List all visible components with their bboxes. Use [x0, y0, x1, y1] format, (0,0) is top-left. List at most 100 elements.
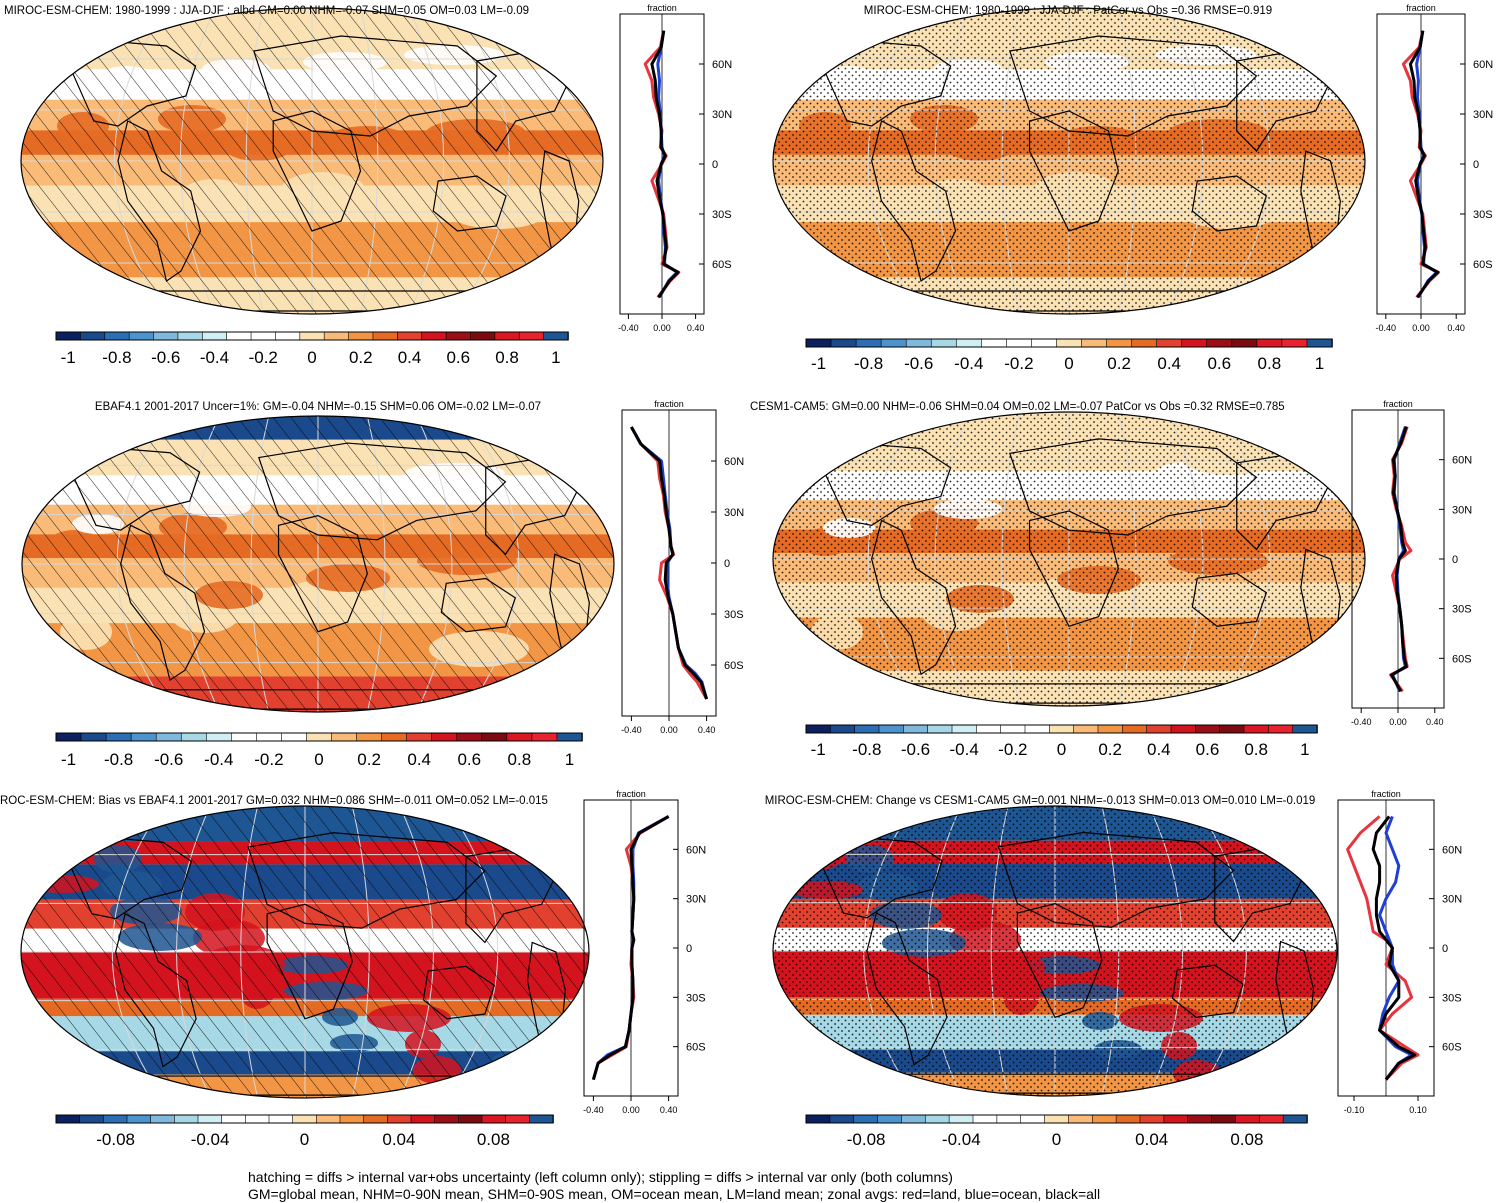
colorbar-tick-label: -1 [811, 740, 826, 759]
colorbar-tick-label: 0 [300, 1130, 309, 1149]
colorbar-swatch [397, 331, 423, 341]
zonal-x-label: 0.40 [1426, 717, 1444, 727]
zonal-lat-label: 30S [712, 209, 732, 221]
zonal-lat-label: 30N [686, 894, 706, 906]
colorbar-swatch [1115, 1114, 1141, 1124]
zonal-series-all [1371, 815, 1417, 1081]
colorbar-swatch [431, 732, 458, 742]
colorbar-swatch [445, 331, 472, 341]
zonal-x-label: -0.40 [618, 323, 639, 333]
map-blob [1264, 818, 1324, 856]
colorbar-swatch [268, 1114, 294, 1124]
colorbar-swatch [1163, 1114, 1189, 1124]
colorbar-swatch [829, 1114, 855, 1124]
colorbar-swatch [1073, 724, 1099, 734]
colorbar-tick-label: -0.6 [904, 354, 933, 373]
zonal-lat-label: 0 [712, 159, 718, 171]
colorbar-swatch [1258, 1114, 1284, 1124]
colorbar-swatch [250, 331, 277, 341]
zonal-series-land [630, 426, 708, 700]
colorbar-swatch [1044, 1114, 1070, 1124]
colorbar-swatch [410, 1114, 436, 1124]
stippling [773, 412, 1365, 706]
colorbar-swatch [830, 338, 857, 348]
colorbar-swatch [1000, 724, 1026, 734]
colorbar-swatch [1231, 338, 1258, 348]
colorbar-swatch [103, 1114, 128, 1124]
colorbar-tick-label: 0.8 [1244, 740, 1268, 759]
zonal-plot-p3: fraction 60N 30N 0 30S 60S -0.40 0.00 0.40 [621, 399, 744, 735]
zonal-plot-p5: fraction 60N 30N 0 30S 60S -0.40 0.00 0.40 [583, 789, 706, 1115]
colorbar-tick-label: 0 [1057, 740, 1066, 759]
zonal-x-label: 0.10 [1409, 1105, 1427, 1115]
colorbar-swatch [543, 331, 569, 341]
zonal-plot-p2: fraction 60N 30N 0 30S 60S -0.40 0.00 0.40 [1376, 3, 1494, 333]
colorbar-tick-label: 1 [565, 750, 574, 769]
colorbar-tick-label: 0.04 [382, 1130, 415, 1149]
colorbar-tick-label: 0 [1052, 1130, 1061, 1149]
zonal-x-label: -0.40 [1351, 717, 1372, 727]
colorbar-swatch [854, 724, 880, 734]
colorbar-swatch [356, 732, 383, 742]
colorbar-frame [55, 331, 569, 341]
colorbar-tick-label: -0.08 [847, 1130, 886, 1149]
panel-title: MIROC-ESM-CHEM: 1980-1999 : JJA-DJF : al… [4, 5, 529, 17]
colorbar-swatch [1282, 1114, 1308, 1124]
colorbar-frame [805, 724, 1318, 734]
colorbar-swatch [126, 1114, 152, 1124]
colorbar-tick-label: -0.4 [204, 750, 233, 769]
zonal-lat-label: 60S [1452, 653, 1472, 665]
colorbar-swatch [281, 732, 308, 742]
colorbar-swatch [339, 1114, 365, 1124]
colorbar-swatch [972, 1114, 998, 1124]
colorbar-swatch [880, 338, 907, 348]
colorbar-swatch [976, 724, 1002, 734]
colorbar-tick-label: -0.8 [102, 348, 131, 367]
colorbar-tick-label: -0.6 [154, 750, 183, 769]
zonal-lat-label: 30N [1473, 109, 1493, 121]
map-blob [21, 849, 79, 867]
colorbar-swatch [256, 732, 283, 742]
zonal-lat-label: 60S [724, 660, 744, 672]
zonal-x-label: -0.40 [1376, 323, 1397, 333]
colorbar-swatch [150, 1114, 176, 1124]
map-p2: MIROC-ESM-CHEM: 1980-1999 : JJA-DJF : Pa… [772, 5, 1366, 315]
colorbar-swatch [903, 724, 929, 734]
colorbar-tick-label: -0.8 [852, 740, 881, 759]
colorbar-swatch [1292, 724, 1318, 734]
colorbar-swatch [1091, 1114, 1117, 1124]
colorbar-tick-label: 0.4 [1157, 354, 1181, 373]
zonal-lat-label: 60N [1473, 59, 1493, 71]
colorbar-swatch [878, 724, 905, 734]
colorbar-swatch [1049, 724, 1075, 734]
colorbar-swatch [331, 732, 358, 742]
colorbar-swatch [323, 331, 350, 341]
colorbar-tick-label: 0.4 [398, 348, 422, 367]
colorbar-tick-label: 1 [1315, 354, 1324, 373]
colorbar-tick-label: -0.2 [998, 740, 1027, 759]
map-blob [496, 1078, 544, 1098]
colorbar-swatch [855, 338, 882, 348]
colorbar-swatch [105, 732, 132, 742]
colorbar-swatch [1131, 338, 1158, 348]
colorbar-swatch [387, 1114, 412, 1124]
colorbar-swatch [55, 1114, 81, 1124]
colorbar-swatch [1122, 724, 1148, 734]
colorbar-swatch [221, 1114, 247, 1124]
zonal-lat-label: 30S [1442, 992, 1462, 1004]
zonal-lat-label: 30S [1452, 604, 1472, 616]
zonal-lat-label: 0 [1442, 943, 1448, 955]
map-p3: EBAF4.1 2001-2017 Uncer=1%: GM=-0.04 NHM… [21, 401, 615, 713]
colorbar-swatch [245, 1114, 270, 1124]
colorbar-tick-label: 0.2 [357, 750, 381, 769]
colorbar-swatch [930, 338, 958, 348]
colorbar-swatch [174, 1114, 199, 1124]
colorbar-tick-label: -0.8 [854, 354, 883, 373]
colorbar-swatch [406, 732, 433, 742]
colorbar-swatch [924, 1114, 950, 1124]
colorbar-swatch [205, 732, 233, 742]
colorbar-tick-label: -0.2 [249, 348, 278, 367]
colorbar-tick-label: -0.04 [191, 1130, 230, 1149]
colorbar-swatch [128, 331, 155, 341]
colorbar-swatch [306, 732, 333, 742]
